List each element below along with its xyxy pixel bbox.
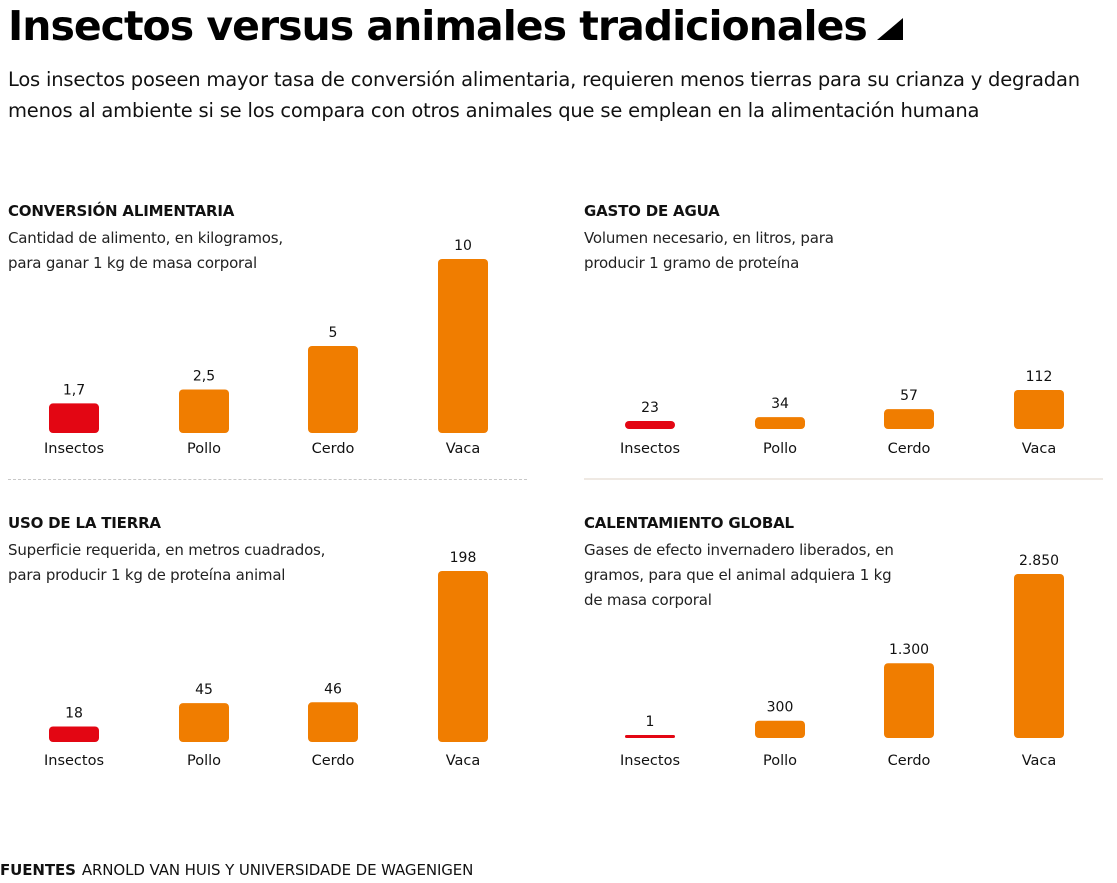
chart-title: CONVERSIÓN ALIMENTARIA	[8, 202, 235, 220]
category-label: Insectos	[44, 441, 104, 457]
bar-chart-tierra: 18 Insectos 45 Pollo 46 Cerdo 198 Vaca	[44, 550, 488, 769]
bar-pollo	[755, 417, 805, 429]
data-label: 46	[324, 681, 342, 697]
bar-cerdo	[308, 346, 358, 433]
category-label: Cerdo	[312, 441, 355, 457]
chart-title: CALENTAMIENTO GLOBAL	[584, 514, 794, 532]
bar-cerdo	[884, 409, 934, 429]
category-label: Pollo	[187, 441, 221, 457]
data-label: 18	[65, 705, 83, 721]
category-label: Cerdo	[888, 441, 931, 457]
chart-subtitle: Cantidad de alimento, en kilogramos, par…	[8, 229, 283, 272]
bar-cerdo	[884, 663, 934, 738]
data-label: 57	[900, 388, 918, 404]
category-label: Insectos	[44, 753, 104, 769]
data-label: 1.300	[889, 642, 929, 658]
bar-pollo	[179, 389, 229, 433]
source-text: ARNOLD VAN HUIS Y UNIVERSIDADE DE WAGENI…	[81, 861, 474, 879]
data-label: 112	[1026, 369, 1053, 385]
chart-subtitle: Gases de efecto invernadero liberados, e…	[584, 541, 894, 609]
page-title: Insectos versus animales tradicionales	[8, 0, 903, 52]
source-label: FUENTES	[0, 861, 76, 879]
data-label: 2,5	[193, 369, 215, 385]
chart-panel-calentamiento: CALENTAMIENTO GLOBAL Gases de efecto inv…	[584, 514, 1104, 794]
bar-chart-conversion: 1,7 Insectos 2,5 Pollo 5 Cerdo 10 Vaca	[44, 238, 488, 457]
data-label: 45	[195, 682, 213, 698]
chart-panel-agua: GASTO DE AGUA Volumen necesario, en litr…	[584, 202, 1104, 482]
bar-chart-agua: 23 Insectos 34 Pollo 57 Cerdo 112 Vaca	[620, 369, 1064, 457]
bar-cerdo	[308, 702, 358, 742]
data-label: 1	[646, 714, 655, 730]
chart-title: USO DE LA TIERRA	[8, 514, 161, 532]
chart-panel-conversion: CONVERSIÓN ALIMENTARIA Cantidad de alime…	[8, 202, 528, 482]
divider	[584, 478, 1103, 480]
category-label: Vaca	[1022, 441, 1057, 457]
data-label: 5	[329, 325, 338, 341]
category-label: Cerdo	[312, 753, 355, 769]
title-text: Insectos versus animales tradicionales	[8, 2, 868, 50]
category-label: Pollo	[763, 441, 797, 457]
category-label: Insectos	[620, 753, 680, 769]
triangle-icon	[876, 18, 903, 40]
bar-pollo	[755, 720, 805, 738]
bar-vaca	[1014, 390, 1064, 429]
page-subtitle: Los insectos poseen mayor tasa de conver…	[8, 68, 1080, 122]
chart-subtitle: Superficie requerida, en metros cuadrado…	[8, 541, 326, 584]
data-label: 2.850	[1019, 553, 1059, 569]
bar-insectos	[625, 420, 675, 429]
data-label: 300	[767, 700, 794, 716]
category-label: Vaca	[446, 441, 481, 457]
bar-insectos	[49, 726, 99, 742]
category-label: Vaca	[446, 753, 481, 769]
bar-vaca	[1014, 574, 1064, 738]
bar-pollo	[179, 703, 229, 742]
bar-chart-calentamiento: 1 Insectos 300 Pollo 1.300 Cerdo 2.850 Vaca	[620, 553, 1064, 769]
bar-vaca	[438, 571, 488, 742]
data-label: 23	[641, 400, 659, 416]
chart-subtitle: Volumen necesario, en litros, para produ…	[584, 229, 834, 272]
data-label: 10	[454, 238, 472, 254]
category-label: Pollo	[763, 753, 797, 769]
chart-title: GASTO DE AGUA	[584, 202, 720, 220]
data-label: 1,7	[63, 382, 85, 398]
category-label: Vaca	[1022, 753, 1057, 769]
category-label: Cerdo	[888, 753, 931, 769]
bar-insectos	[625, 735, 675, 738]
data-label: 34	[771, 396, 789, 412]
data-label: 198	[450, 550, 477, 566]
category-label: Pollo	[187, 753, 221, 769]
source-line: FUENTES ARNOLD VAN HUIS Y UNIVERSIDADE DE…	[0, 861, 473, 879]
category-label: Insectos	[620, 441, 680, 457]
bar-vaca	[438, 259, 488, 433]
bar-insectos	[49, 403, 99, 433]
divider	[8, 479, 527, 480]
chart-panel-tierra: USO DE LA TIERRA Superficie requerida, e…	[8, 514, 528, 794]
